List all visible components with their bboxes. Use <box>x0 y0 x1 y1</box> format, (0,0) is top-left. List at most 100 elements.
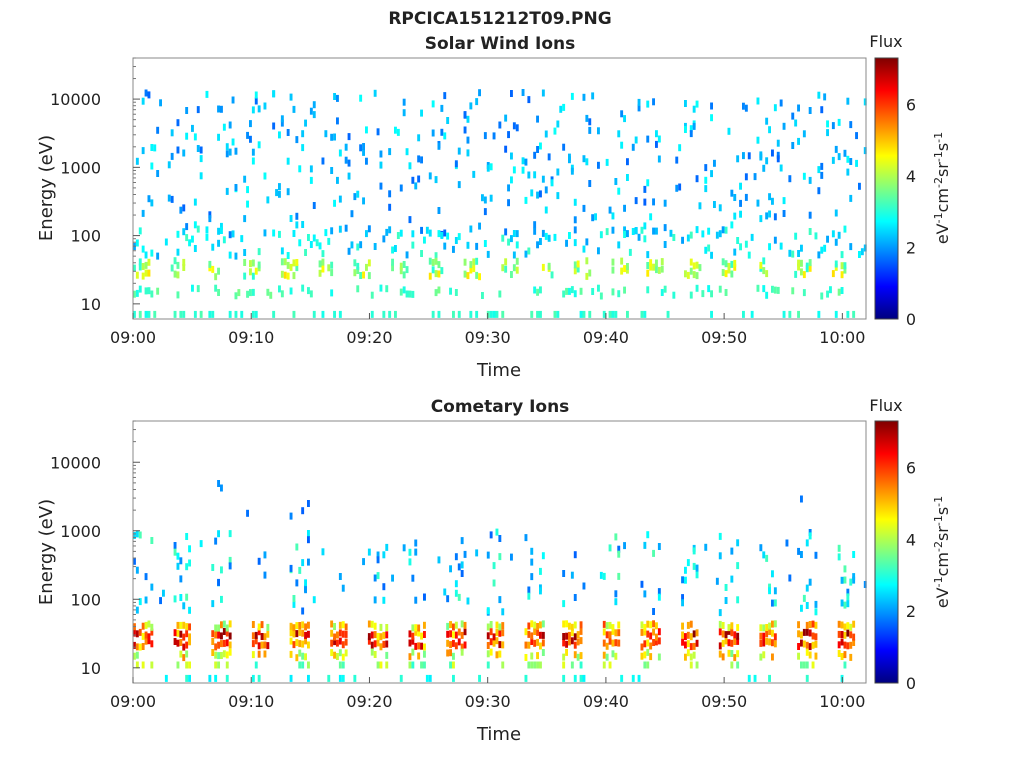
spectrogram-cell <box>220 621 223 629</box>
spectrogram-cell <box>292 600 296 608</box>
spectrogram-cell <box>849 623 853 631</box>
spectrogram-cell <box>452 245 455 253</box>
spectrogram-cell <box>539 587 542 595</box>
spectrogram-cell <box>620 110 624 118</box>
spectrogram-cell <box>176 271 180 279</box>
spectrogram-cell <box>222 620 226 628</box>
spectrogram-cell <box>266 630 270 638</box>
spectrogram-cell <box>663 199 667 207</box>
spectrogram-cell <box>214 643 218 651</box>
spectrogram-cell <box>153 144 157 152</box>
spectrogram-cell <box>167 161 171 169</box>
spectrogram-cell <box>423 643 426 651</box>
spectrogram-cell <box>692 630 696 638</box>
spectrogram-cell <box>541 620 545 628</box>
spectrogram-cell <box>718 642 722 650</box>
spectrogram-cell <box>385 640 389 648</box>
spectrogram-cell <box>147 269 151 277</box>
spectrogram-cell <box>640 652 644 660</box>
spectrogram-cell <box>655 130 658 138</box>
spectrogram-cell <box>771 599 774 607</box>
spectrogram-cell <box>730 189 734 197</box>
spectrogram-cell <box>475 257 479 265</box>
spectrogram-cell <box>411 230 415 238</box>
spectrogram-cell <box>727 649 731 657</box>
spectrogram-cell <box>788 249 792 257</box>
spectrogram-cell <box>246 509 249 517</box>
spectrogram-cell <box>530 573 534 581</box>
spectrogram-cell <box>486 310 490 318</box>
spectrogram-cell <box>391 264 394 272</box>
spectrogram-cell <box>489 628 493 636</box>
spectrogram-cell <box>321 258 325 266</box>
spectrogram-cell <box>840 251 844 259</box>
spectrogram-cell <box>138 258 142 266</box>
spectrogram-cell <box>298 566 302 574</box>
spectrogram-cell <box>684 576 687 584</box>
spectrogram-cell <box>228 620 232 628</box>
spectrogram-cell <box>376 632 380 640</box>
spectrogram-cell <box>240 235 244 243</box>
spectrogram-cell <box>333 623 336 630</box>
spectrogram-cell <box>234 310 238 318</box>
spectrogram-cell <box>802 130 806 138</box>
spectrogram-cell <box>159 597 162 605</box>
spectrogram-cell <box>463 641 467 649</box>
spectrogram-cell <box>611 288 615 296</box>
spectrogram-cell <box>660 258 664 266</box>
spectrogram-cell <box>617 187 621 195</box>
spectrogram-cell <box>637 233 641 241</box>
spectrogram-cell <box>831 156 835 164</box>
spectrogram-cell <box>710 310 713 318</box>
spectrogram-cell <box>797 652 800 660</box>
spectrogram-cell <box>214 674 218 682</box>
spectrogram-cell <box>402 286 406 294</box>
spectrogram-cell <box>388 190 392 198</box>
spectrogram-cell <box>756 284 760 292</box>
spectrogram-cell <box>646 251 650 259</box>
spectrogram-cell <box>730 650 734 657</box>
spectrogram-cell <box>573 674 577 682</box>
spectrogram-cell <box>811 632 815 640</box>
spectrogram-cell <box>260 641 264 649</box>
spectrogram-cell <box>736 562 740 570</box>
spectrogram-cell <box>773 213 777 221</box>
x-tick-label: 09:10 <box>228 692 274 711</box>
spectrogram-cell <box>144 621 148 629</box>
spectrogram-cell <box>655 633 658 641</box>
spectrogram-cell <box>602 310 606 318</box>
spectrogram-cell <box>695 100 699 108</box>
spectrogram-cell <box>301 507 305 515</box>
spectrogram-cell <box>214 631 218 639</box>
spectrogram-cell <box>318 260 322 268</box>
spectrogram-cell <box>655 259 658 267</box>
spectrogram-cell <box>704 176 708 184</box>
spectrogram-cell <box>762 285 766 293</box>
spectrogram-cell <box>646 531 650 539</box>
spectrogram-cell <box>718 532 722 540</box>
spectrogram-cell <box>338 195 342 203</box>
spectrogram-cell <box>472 258 476 266</box>
spectrogram-cell <box>817 166 821 174</box>
spectrogram-cell <box>527 641 531 649</box>
spectrogram-cell <box>686 640 690 648</box>
spectrogram-cell <box>228 310 232 318</box>
spectrogram-cell <box>460 537 464 545</box>
spectrogram-cell <box>689 130 693 138</box>
spectrogram-cell <box>660 265 664 273</box>
spectrogram-cell <box>188 559 191 567</box>
spectrogram-cell <box>370 648 374 656</box>
spectrogram-cell <box>611 226 615 234</box>
spectrogram-cell <box>176 230 180 238</box>
spectrogram-cell <box>840 599 844 607</box>
spectrogram-cell <box>133 629 136 637</box>
spectrogram-cell <box>562 620 566 628</box>
spectrogram-cell <box>420 156 423 164</box>
spectrogram-cell <box>147 637 151 645</box>
spectrogram-cell <box>852 620 856 628</box>
spectrogram-cell <box>399 184 403 192</box>
spectrogram-cell <box>437 261 441 269</box>
spectrogram-cell <box>707 227 711 235</box>
spectrogram-cell <box>254 91 258 99</box>
spectrogram-cell <box>254 97 258 105</box>
